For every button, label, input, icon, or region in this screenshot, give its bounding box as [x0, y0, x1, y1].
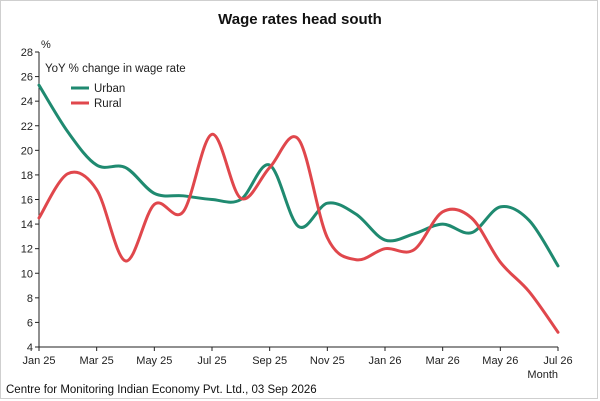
y-tick-label: 14	[21, 219, 33, 231]
y-tick-label: 24	[21, 96, 33, 108]
series-group	[37, 83, 560, 334]
y-tick-label: 10	[21, 268, 33, 280]
legend-label-rural: Rural	[94, 98, 121, 110]
y-tick-label: 20	[21, 145, 33, 157]
x-tick-label: Sep 25	[252, 355, 287, 367]
y-tick-label: 26	[21, 72, 33, 84]
y-tick-label: 22	[21, 121, 33, 133]
y-tick-label: 28	[21, 47, 33, 59]
chart-title: Wage rates head south	[218, 11, 382, 28]
y-tick-label: 6	[27, 317, 33, 329]
series-line-rural	[37, 132, 560, 334]
source-note: Centre for Monitoring Indian Economy Pvt…	[6, 384, 317, 396]
x-tick-label: Jan 25	[22, 355, 55, 367]
x-tick-label: Jan 26	[368, 355, 401, 367]
x-tick-label: Jul 25	[197, 355, 226, 367]
y-tick-label: 12	[21, 244, 33, 256]
x-tick-label: Mar 25	[80, 355, 114, 367]
x-tick-label: May 26	[482, 355, 518, 367]
y-tick-label: 18	[21, 170, 33, 182]
x-tick-label: Jul 26	[543, 355, 572, 367]
series-line-urban	[37, 83, 560, 268]
y-unit-label: %	[41, 39, 51, 51]
y-tick-label: 16	[21, 195, 33, 207]
axes: 4 6 8 10 12 14 16 18 20 22 24 26 28 Jan 25 Mar 25 May 2…	[21, 47, 573, 367]
x-axis-label: Month	[527, 369, 558, 381]
x-tick-label: Nov 25	[310, 355, 345, 367]
y-tick-label: 8	[27, 293, 33, 305]
x-tick-label: May 25	[136, 355, 172, 367]
legend: Urban Rural	[71, 83, 125, 110]
legend-title: YoY % change in wage rate	[45, 63, 186, 75]
y-tick-label: 4	[27, 342, 33, 354]
x-tick-label: Mar 26	[426, 355, 460, 367]
legend-label-urban: Urban	[94, 83, 125, 95]
